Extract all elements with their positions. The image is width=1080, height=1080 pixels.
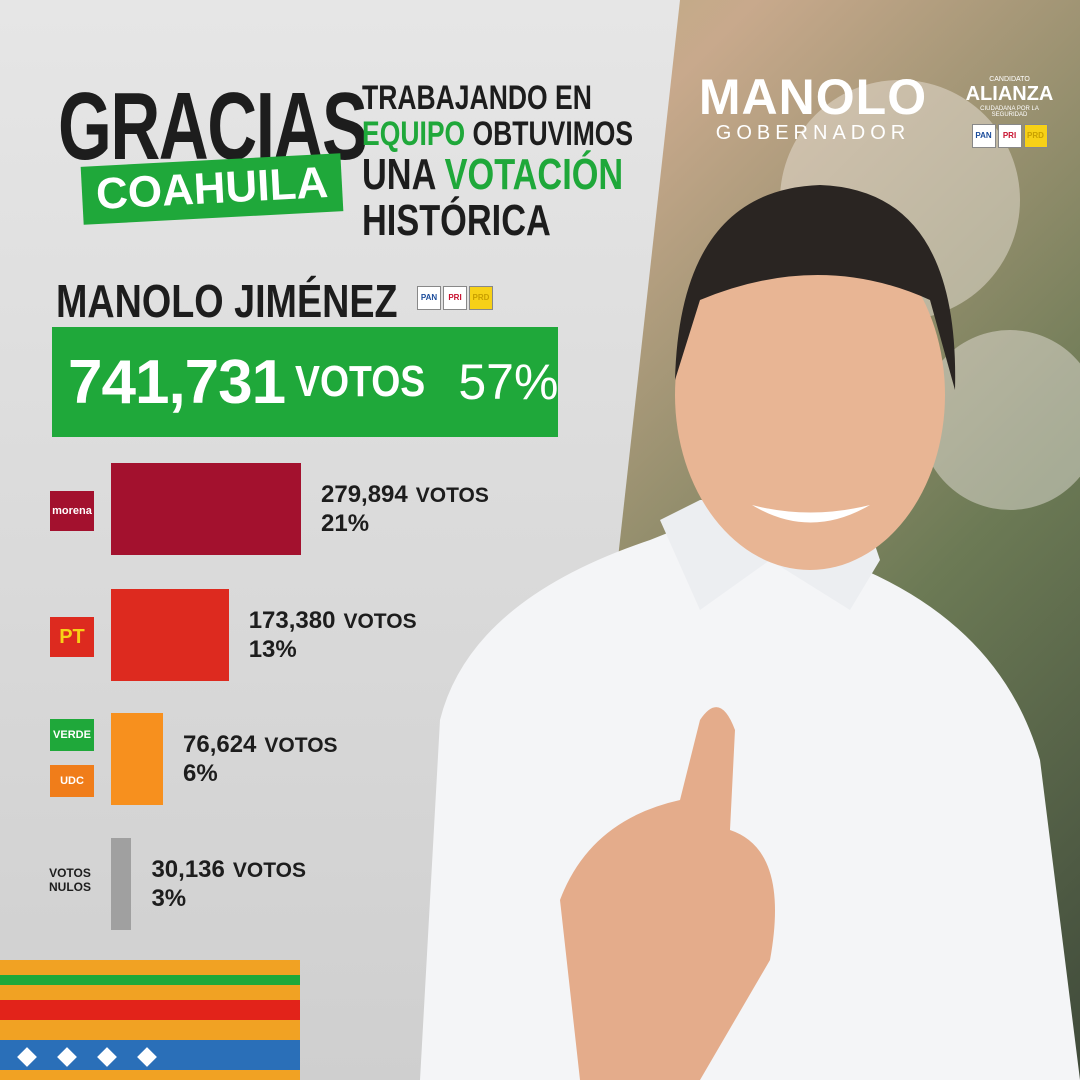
category-label: VERDE [50,719,94,751]
message: TRABAJANDO EN EQUIPO OBTUVIMOS UNA VOTAC… [362,80,633,244]
alliance-label: CANDIDATO [989,76,1030,83]
message-line: UNA VOTACIÓN [362,152,633,198]
brand-role: GOBERNADOR [715,122,911,144]
value-label: 30,136 VOTOS 3% [151,856,306,913]
winner-unit: VOTOS [295,357,426,406]
percent: 21% [321,510,370,537]
unit: VOTOS [232,859,306,882]
party-logo: PRI [997,124,1022,148]
winner-box: 741,731 VOTOS 57% [52,327,558,437]
alliance-sub: CIUDADANA POR LA SEGURIDAD [980,106,1039,118]
winner-percent: 57% [458,354,559,410]
value-label: 173,380 VOTOS 13% [249,607,417,664]
bar [111,589,229,681]
value-label: 76,624 VOTOS 6% [183,731,338,788]
brand-name: MANOLO [698,69,928,125]
party-logo: PRD [1023,124,1048,148]
winner-name: MANOLO JIMÉNEZ [56,275,398,327]
unit: VOTOS [343,610,417,633]
party-logo: PAN [971,124,996,148]
value: 76,624 [183,731,257,758]
alliance: CANDIDATO ALIANZA CIUDADANA POR LA SEGUR… [962,76,1057,148]
message-line: TRABAJANDO EN [362,79,592,117]
alliance-name: ALIANZA [965,83,1054,105]
category-label: morena [50,491,94,531]
brand: MANOLO GOBERNADOR [688,68,938,145]
party-logos: PAN PRI PRD [962,124,1057,148]
percent: 13% [248,636,297,663]
winner-votes: 741,731 [68,347,286,417]
message-word: EQUIPO [362,115,466,153]
category-label: PT [50,617,94,657]
percent: 3% [151,885,187,912]
category-label: UDC [50,765,94,797]
message-line: HISTÓRICA [362,196,551,245]
unit: VOTOS [415,484,489,507]
bar [111,463,301,555]
value: 279,894 [321,481,408,508]
unit: VOTOS [264,734,338,757]
message-line: EQUIPO OBTUVIMOS [362,116,633,152]
bar [111,838,132,930]
party-logo: PAN [417,286,441,310]
party-logos: PAN PRI PRD [416,286,494,310]
value-label: 279,894 VOTOS 21% [321,481,489,538]
message-word: OBTUVIMOS [472,115,634,153]
bar [111,713,163,805]
value: 30,136 [151,856,225,883]
message-word: VOTACIÓN [444,150,624,199]
value: 173,380 [248,607,336,634]
category-label: VOTOS NULOS [49,866,91,894]
party-logo: PRI [443,286,467,310]
message-word: UNA [362,150,436,199]
party-logo: PRD [469,286,493,310]
percent: 6% [183,760,218,787]
